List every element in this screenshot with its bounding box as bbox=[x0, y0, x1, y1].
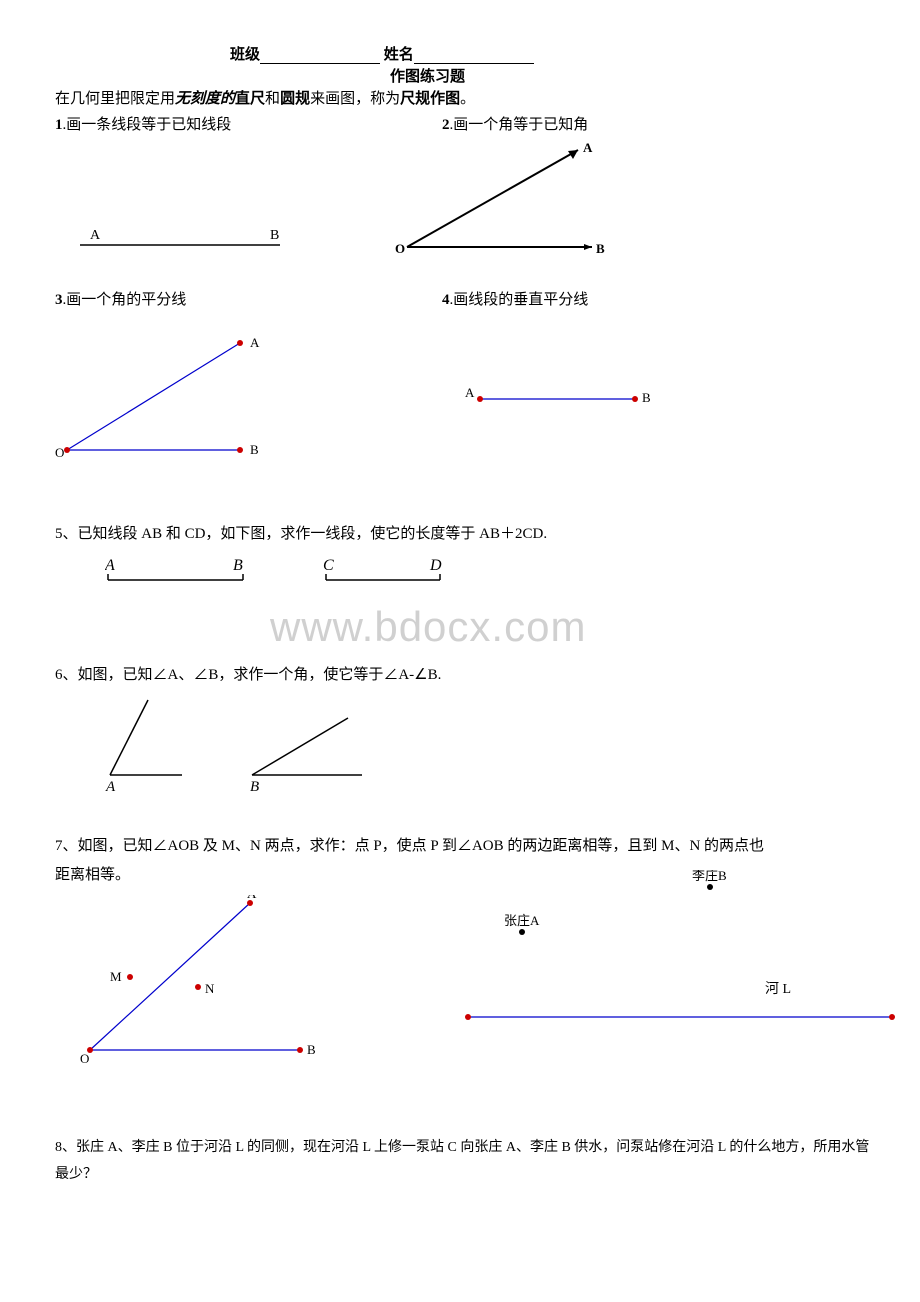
fig5-D: D bbox=[429, 558, 442, 574]
fig5-segments: A B C D bbox=[105, 558, 455, 596]
watermark: www.bdocx.com bbox=[270, 603, 586, 651]
q3: 3.画一个角的平分线 bbox=[55, 288, 186, 309]
q4: 4.画线段的垂直平分线 bbox=[442, 288, 588, 309]
fig4-segment: A B bbox=[460, 385, 660, 410]
q2-num: 2 bbox=[442, 117, 450, 133]
q8: 8、张庄 A、李庄 B 位于河沿 L 的同侧，现在河沿 L 上修一泵站 C 向张… bbox=[55, 1135, 870, 1188]
fig8-river: 张庄A 李庄B 河 L bbox=[460, 870, 905, 1030]
class-underline bbox=[260, 48, 380, 64]
intro-italic: 无刻度的 bbox=[175, 91, 235, 107]
intro-bold2: 圆规 bbox=[280, 91, 310, 107]
name-label: 姓名 bbox=[384, 47, 414, 63]
fig7-O: O bbox=[80, 1051, 89, 1065]
fig3-O: O bbox=[55, 445, 64, 460]
q5: 5、已知线段 AB 和 CD，如下图，求作一线段，使它的长度等于 AB＋2CD. bbox=[55, 520, 547, 549]
intro-mid: 来画图，称为 bbox=[310, 91, 400, 107]
page-subtitle: 作图练习题 bbox=[390, 65, 465, 86]
fig7-A: A bbox=[247, 895, 257, 901]
fig1-segment: A B bbox=[80, 225, 300, 255]
q3-text: .画一个角的平分线 bbox=[63, 292, 187, 308]
fig3-A: A bbox=[250, 335, 260, 350]
q1: 1.画一条线段等于已知线段 bbox=[55, 113, 231, 134]
intro-bold1: 直尺 bbox=[235, 91, 265, 107]
q3-num: 3 bbox=[55, 292, 63, 308]
q6: 6、如图，已知∠A、∠B，求作一个角，使它等于∠A-∠B. bbox=[55, 661, 441, 690]
q4-text: .画线段的垂直平分线 bbox=[450, 292, 589, 308]
fig3-angle: O A B bbox=[55, 325, 275, 465]
intro-text: 在几何里把限定用无刻度的直尺和圆规来画图，称为尺规作图。 bbox=[55, 87, 475, 108]
fig5-A: A bbox=[105, 558, 115, 574]
q4-num: 4 bbox=[442, 292, 450, 308]
q1-num: 1 bbox=[55, 117, 63, 133]
fig6-A: A bbox=[105, 779, 116, 793]
fig8-lizhuangB: 李庄B bbox=[692, 870, 727, 883]
fig7-B: B bbox=[307, 1042, 316, 1057]
q2: 2.画一个角等于已知角 bbox=[442, 113, 588, 134]
fig8-zhangzhuangA: 张庄A bbox=[504, 913, 540, 928]
fig4-B: B bbox=[642, 390, 651, 405]
fig6-B: B bbox=[250, 779, 259, 793]
fig2-B: B bbox=[596, 241, 605, 256]
q2-text: .画一个角等于已知角 bbox=[450, 117, 589, 133]
name-underline bbox=[414, 48, 534, 64]
fig2-A: A bbox=[583, 140, 593, 155]
fig1-A: A bbox=[90, 228, 101, 243]
fig2-O: O bbox=[395, 241, 405, 256]
fig3-B: B bbox=[250, 442, 259, 457]
fig4-A: A bbox=[465, 385, 475, 400]
header-line: 班级 姓名 bbox=[230, 43, 534, 64]
q1-text: .画一条线段等于已知线段 bbox=[63, 117, 232, 133]
fig7-M: M bbox=[110, 969, 122, 984]
intro-prefix: 在几何里把限定用 bbox=[55, 91, 175, 107]
fig7-N: N bbox=[205, 981, 215, 996]
intro-and: 和 bbox=[265, 91, 280, 107]
intro-bold3: 尺规作图 bbox=[400, 91, 460, 107]
fig8-riverL: 河 L bbox=[765, 981, 791, 997]
class-label: 班级 bbox=[230, 47, 260, 63]
intro-suffix: 。 bbox=[460, 91, 475, 107]
fig6-angles: A B bbox=[100, 698, 390, 793]
fig2-angle: O A B bbox=[395, 140, 615, 260]
fig5-C: C bbox=[323, 558, 334, 574]
fig7-angle: O A B M N bbox=[75, 895, 325, 1065]
fig1-B: B bbox=[270, 228, 279, 243]
fig5-B: B bbox=[233, 558, 243, 574]
